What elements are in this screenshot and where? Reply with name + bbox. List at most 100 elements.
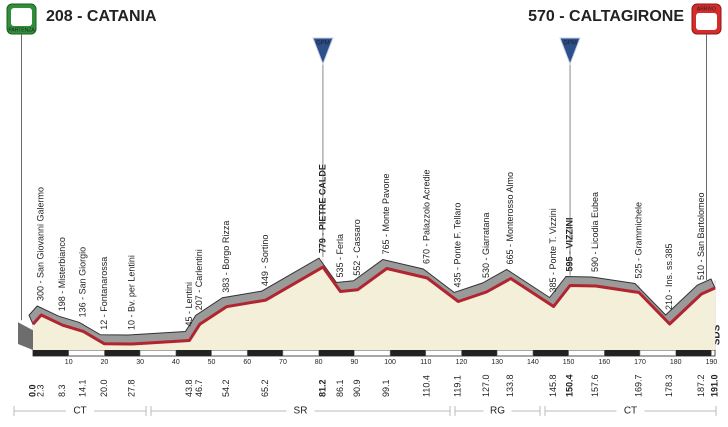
km-label: 14.1 (78, 379, 88, 397)
region-label-bg (286, 404, 315, 418)
km-label: 157.6 (590, 374, 600, 397)
strip-segment (675, 350, 712, 356)
x-tick-label: 50 (208, 359, 216, 366)
strip-segment (604, 350, 641, 356)
start-name: 208 - CATANIA (46, 8, 157, 25)
finish-name: 570 - CALTAGIRONE (528, 8, 684, 25)
profile-side (18, 322, 33, 350)
x-tick-label: 90 (350, 359, 358, 366)
waypoint-label: 510 - San Bartolomeo (696, 192, 706, 280)
waypoint-label: 10 - Bv. per Lentini (127, 255, 137, 330)
start-icon: PARTENZA (6, 3, 37, 35)
region-label: RG (490, 406, 505, 417)
region-label-bg (483, 404, 512, 418)
km-label: 110.4 (422, 375, 432, 397)
x-tick-label: 120 (456, 359, 468, 366)
x-tick-label: 100 (384, 359, 396, 366)
waypoint-label: 665 - Monterosso Almo (505, 172, 515, 265)
waypoint-label: 449 - Sortino (260, 235, 270, 287)
km-label: 65.2 (260, 379, 270, 397)
km-label: 178.3 (664, 374, 674, 397)
x-tick-label: 130 (491, 359, 503, 366)
finish-icon-inner (696, 13, 717, 30)
profile-line (31, 265, 716, 346)
logo: SDS (712, 324, 723, 345)
x-tick-label: 140 (527, 359, 539, 366)
x-tick-label: 20 (101, 359, 109, 366)
km-label: 150.4 (564, 374, 574, 397)
km-label: 43.8 (184, 379, 194, 397)
waypoint-label: 552 - Cassaro (352, 219, 362, 276)
km-label: 187.2 (696, 374, 706, 397)
km-strip (32, 349, 716, 357)
waypoint-label: 595 - VIZZINI (564, 217, 574, 271)
gpm-marker (312, 37, 334, 66)
waypoint-label: 670 - Palazzolo Acredie (422, 169, 432, 264)
waypoint-label: 385 - Ponte T. Vizzini (548, 208, 558, 292)
km-label: 20.0 (99, 379, 109, 397)
strip-segment (33, 350, 69, 356)
x-tick-label: 70 (279, 359, 287, 366)
region-label: CT (624, 406, 637, 417)
region-label-bg (66, 404, 94, 418)
strip-segment (247, 350, 283, 356)
waypoint-label: 136 - San Giorgio (78, 247, 88, 318)
km-label: 127.0 (481, 374, 491, 397)
strip-segment (175, 350, 212, 356)
waypoint-label: 300 - San Giovanni Galermo (36, 187, 46, 301)
x-tick-label: 80 (315, 359, 323, 366)
x-tick-label: 150 (563, 359, 575, 366)
x-tick-label: 180 (670, 359, 682, 366)
km-label: 8.3 (57, 384, 67, 397)
km-label: 81.2 (317, 379, 327, 397)
km-label: 191.0 (709, 374, 719, 397)
strip-segment (104, 350, 141, 356)
gpm-label: GPM (563, 41, 577, 47)
x-tick-label: 10 (65, 359, 73, 366)
waypoint-label: 207 - Carlentini (194, 249, 204, 310)
km-label: 54.2 (221, 379, 231, 397)
waypoint-label: 525 - Grammichele (633, 202, 643, 279)
km-label: 145.8 (548, 374, 558, 397)
finish-icon: ARRIVO (691, 3, 722, 35)
finish-icon-label: ARRIVO (697, 6, 716, 12)
start-icon-label: PARTENZA (8, 27, 35, 33)
km-label: 0.0 (27, 384, 37, 397)
waypoint-label: 530 - Giarratana (481, 212, 491, 278)
x-tick-label: 40 (172, 359, 180, 366)
start-icon-inner (11, 8, 32, 26)
waypoint-label: 383 - Borgo Rizza (221, 221, 231, 293)
waypoint-label: 535 - Ferla (335, 234, 345, 278)
km-label: 27.8 (127, 379, 137, 397)
strip-segment (390, 350, 426, 356)
waypoint-label: 779 - PIETRE CALDE (317, 164, 327, 253)
profile-area (33, 267, 715, 350)
waypoint-label: 210 - Ins. ss.385 (664, 243, 674, 310)
km-label: 86.1 (335, 379, 345, 397)
region-label: SR (294, 406, 308, 417)
x-tick-label: 60 (243, 359, 251, 366)
region-label-bg (616, 404, 645, 418)
km-label: 169.7 (633, 374, 643, 397)
km-label: 90.9 (352, 379, 362, 397)
km-label: 119.1 (453, 375, 463, 397)
x-tick-label: 160 (598, 359, 610, 366)
waypoint-label: 198 - Misterbianco (57, 237, 67, 311)
km-label: 133.8 (505, 374, 515, 397)
strip-segment (318, 350, 355, 356)
x-tick-label: 30 (136, 359, 144, 366)
strip-segment (532, 350, 569, 356)
km-label: 46.7 (194, 379, 204, 397)
gpm-marker (559, 37, 581, 66)
gpm-label: GPM (316, 41, 330, 47)
x-tick-label: 190 (706, 359, 718, 366)
strip-segment (461, 350, 498, 356)
km-label: 2.3 (36, 384, 46, 397)
x-tick-label: 170 (634, 359, 646, 366)
waypoint-label: 590 - Licodia Eubea (590, 192, 600, 272)
waypoint-label: 12 - Fontanarossa (99, 257, 109, 330)
x-tick-label: 110 (420, 359, 431, 366)
waypoint-label: 765 - Monte Pavone (381, 173, 391, 254)
